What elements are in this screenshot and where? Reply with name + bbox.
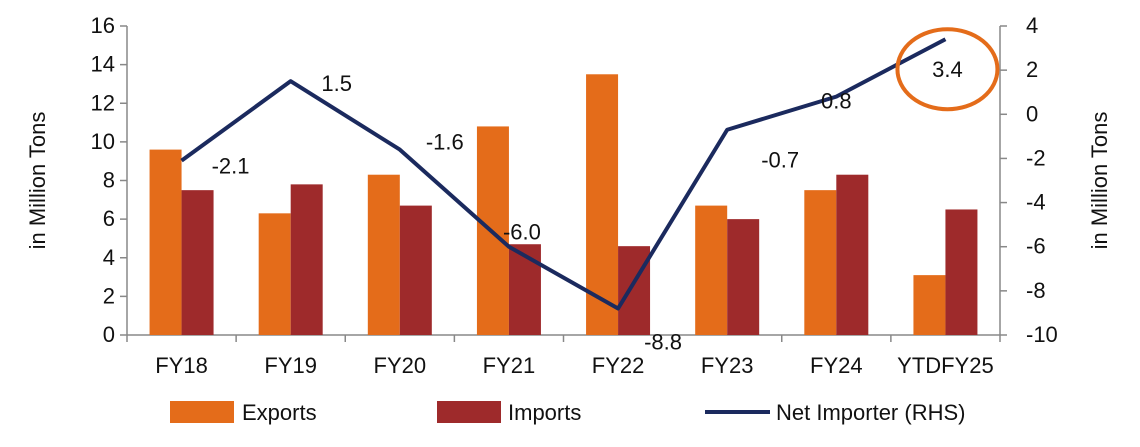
bars [149,74,978,335]
exports-bar [586,74,619,335]
right-tick-label: -4 [1026,190,1046,215]
right-tick-label: -10 [1026,322,1058,347]
x-tick-label: FY21 [483,353,536,378]
left-tick-label: 0 [103,322,115,347]
exports-bar [367,174,400,335]
net-importer-data-label: 0.8 [821,89,852,114]
imports-bar [836,174,869,335]
legend: Exports Imports Net Importer (RHS) [170,400,965,425]
right-tick-label: -8 [1026,278,1046,303]
net-importer-data-label: -0.7 [761,148,799,173]
left-tick-label: 4 [103,245,115,270]
exports-bar [913,275,946,335]
exports-bar [695,205,728,335]
net-importer-line-group: -2.1 1.5 -1.6 -6.0 -8.8 -0.7 0.8 3.4 [180,27,1000,355]
net-importer-line [180,37,947,311]
left-tick-label: 10 [91,129,115,154]
imports-bar [618,246,651,335]
right-tick-label: 2 [1026,57,1038,82]
x-tick-label: FY22 [592,353,645,378]
net-importer-data-label: 3.4 [932,57,963,82]
net-importer-data-label: -6.0 [503,220,541,245]
highlight-circle [895,27,1000,112]
x-tick-label: FY19 [264,353,317,378]
left-tick-label: 16 [91,13,115,38]
left-tick-label: 14 [91,52,115,77]
axes: 0 2 4 6 8 10 12 14 16 -10 -8 -6 -4 -2 0 2 4 FY18 FY19 FY20 F… [25,13,1112,378]
net-importer-data-label: -2.1 [212,154,250,179]
legend-net-importer-label: Net Importer (RHS) [776,400,965,425]
imports-bar [290,184,323,335]
right-tick-label: 0 [1026,101,1038,126]
legend-imports-label: Imports [508,400,581,425]
x-tick-label: YTDFY25 [897,353,994,378]
net-importer-data-label: 1.5 [321,71,352,96]
right-tick-label: 4 [1026,13,1038,38]
net-importer-data-label: -1.6 [426,130,464,155]
exports-bar [258,213,291,335]
imports-bar [399,205,432,335]
imports-bar [945,209,978,335]
exports-bar [149,149,182,335]
net-importer-data-label: -8.8 [644,330,682,355]
right-tick-label: -2 [1026,145,1046,170]
imports-bar [727,219,760,335]
right-tick-label: -6 [1026,234,1046,259]
x-tick-label: FY24 [810,353,863,378]
legend-imports-swatch [437,401,501,423]
right-axis-title: in Million Tons [1087,112,1112,250]
imports-bar [181,190,214,335]
legend-exports-label: Exports [242,400,317,425]
legend-exports-swatch [170,401,234,423]
x-tick-label: FY23 [701,353,754,378]
imports-bar [508,244,541,335]
left-tick-label: 12 [91,90,115,115]
x-tick-label: FY20 [374,353,427,378]
left-axis-title: in Million Tons [25,112,50,250]
x-tick-label: FY18 [155,353,208,378]
left-tick-label: 8 [103,168,115,193]
exports-bar [804,190,837,335]
left-tick-label: 2 [103,283,115,308]
left-tick-label: 6 [103,206,115,231]
